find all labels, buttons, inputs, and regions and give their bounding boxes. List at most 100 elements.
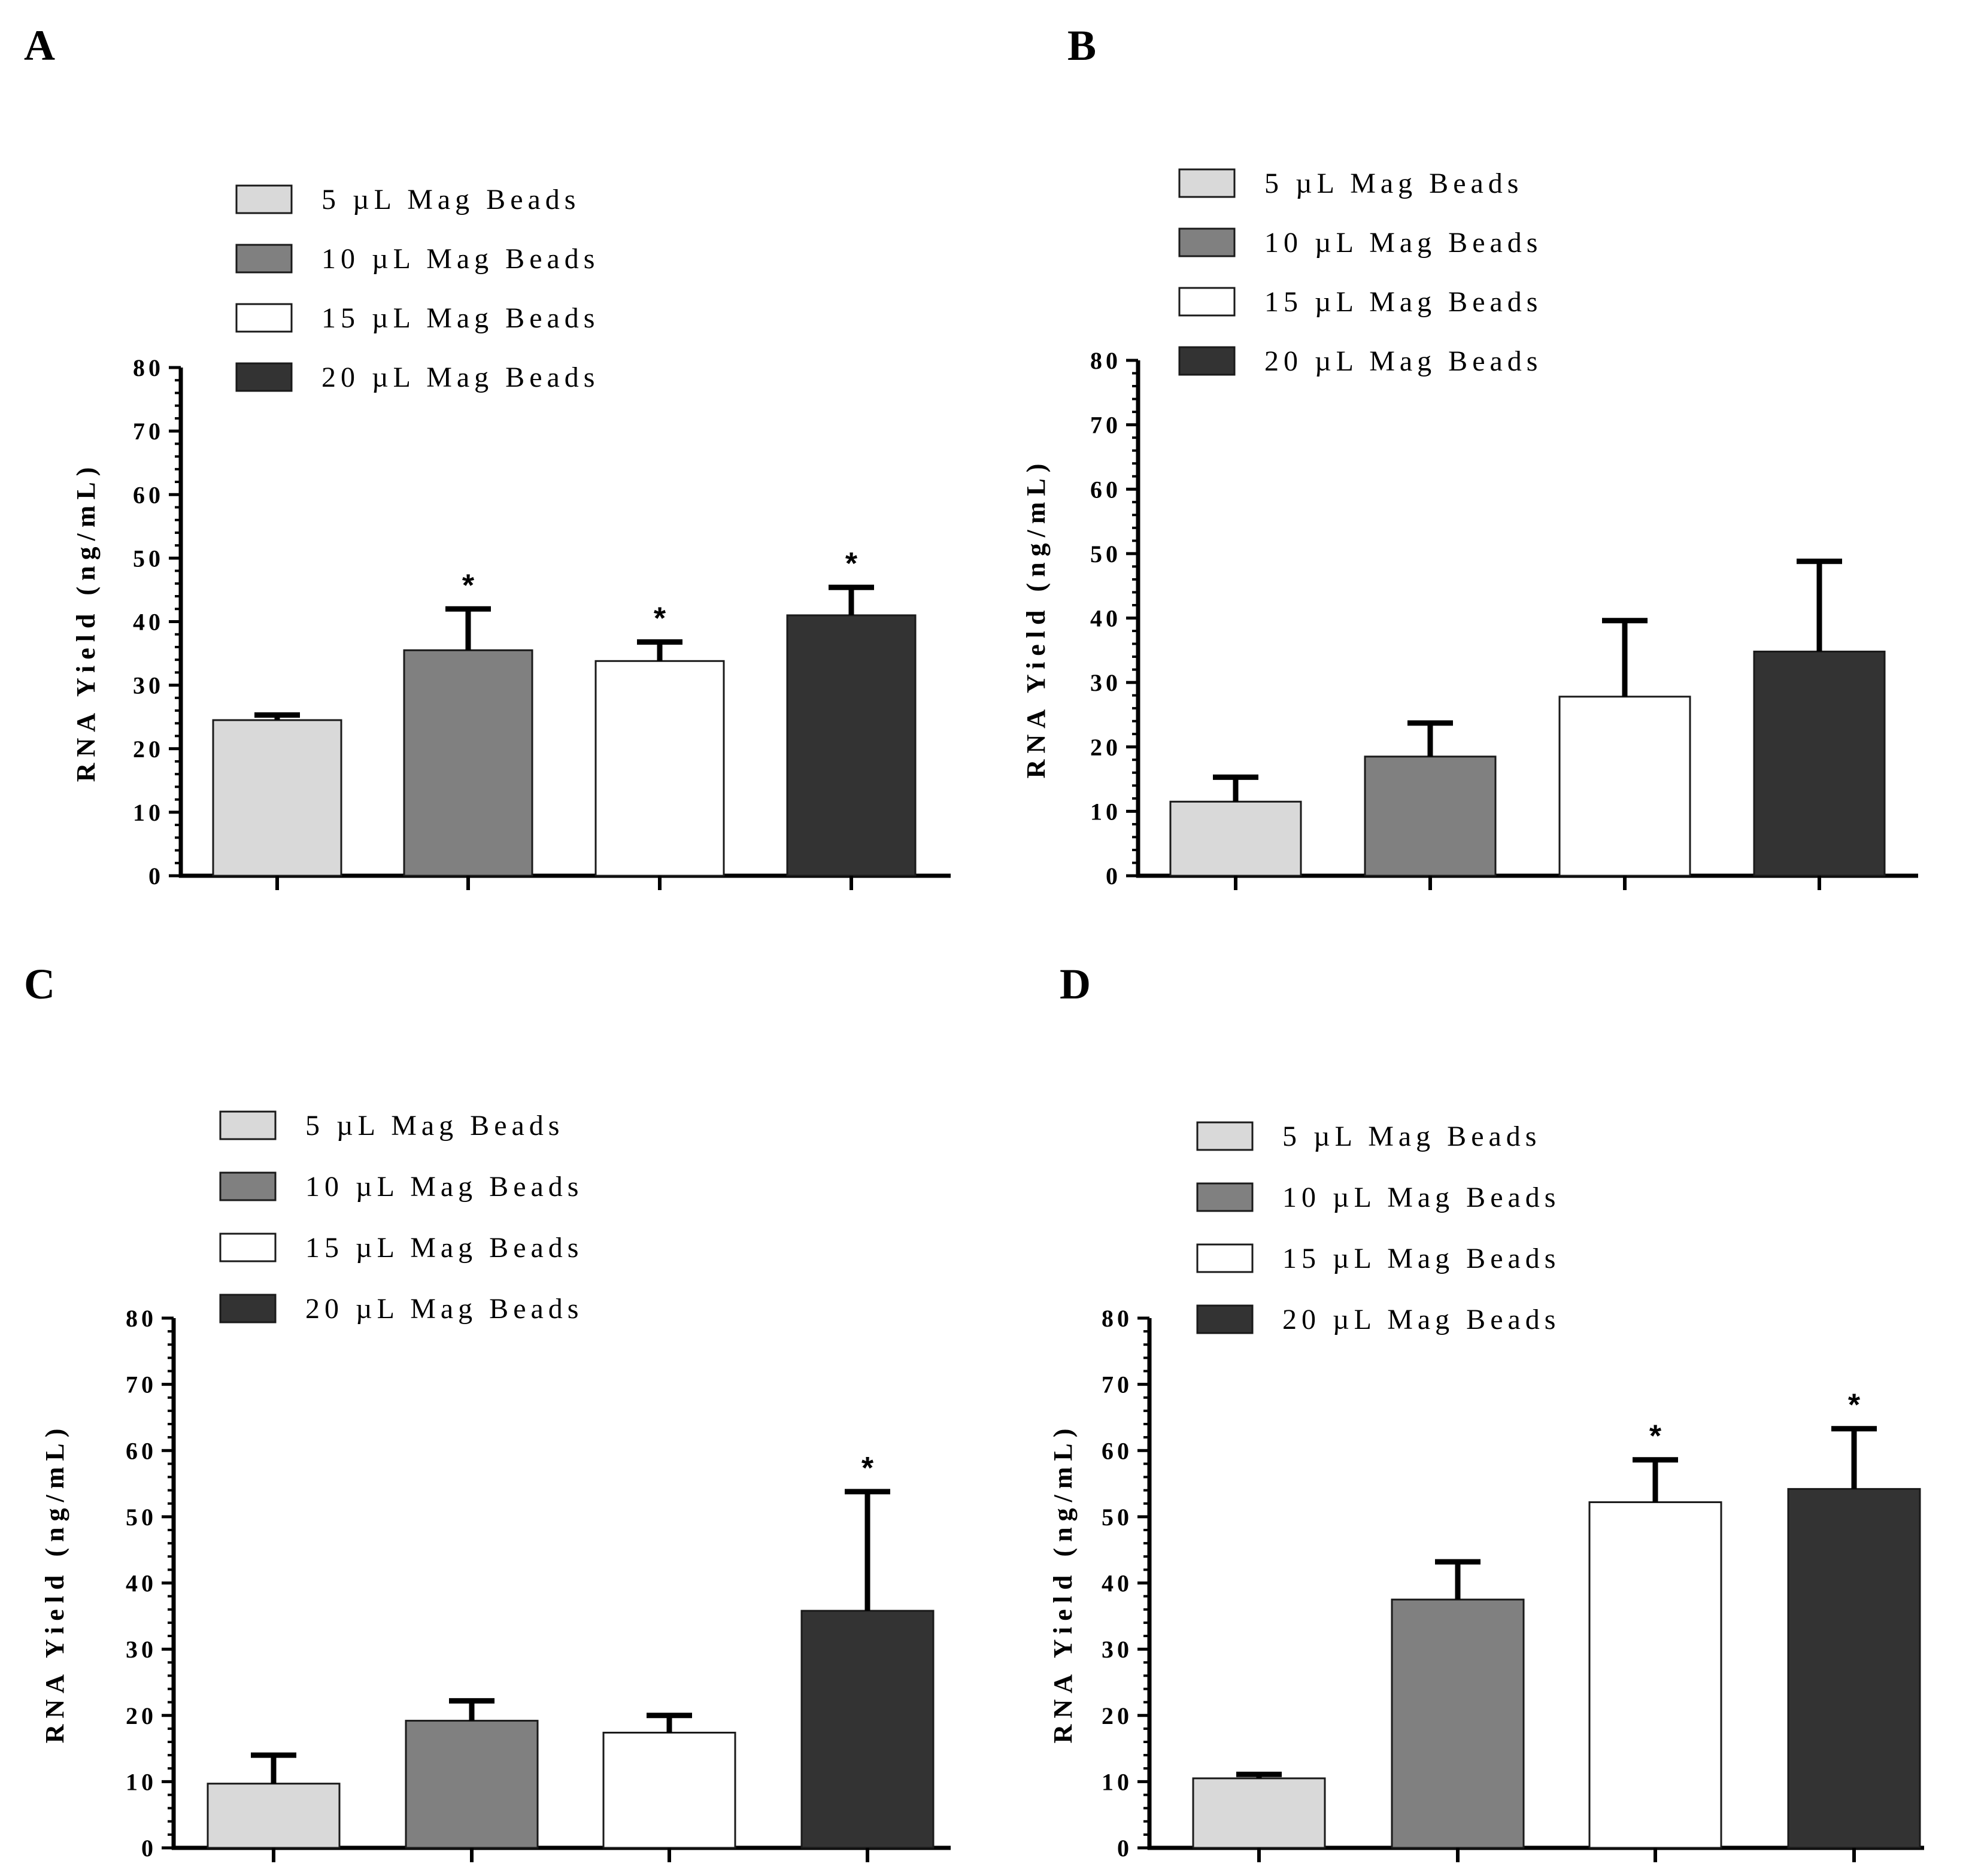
y-tick-label: 50 — [1090, 541, 1121, 567]
y-tick-label: 0 — [1106, 863, 1121, 890]
significance-marker: * — [462, 568, 475, 603]
legend-label: 5 µL Mag Beads — [305, 1110, 564, 1142]
y-tick-label: 50 — [133, 545, 164, 572]
panel-letter: A — [24, 22, 55, 69]
panel-b: B 0 10 20 30 40 50 60 70 80 RNA Yield (ng/mL) 5 µL … — [1021, 22, 1918, 890]
y-tick-label: 80 — [1102, 1305, 1133, 1332]
y-axis-title: RNA Yield (ng/mL) — [40, 1423, 69, 1744]
panel-letter: D — [1060, 960, 1091, 1008]
legend-swatch — [235, 362, 293, 392]
panel-d: D 0 10 20 30 40 50 60 70 80 RNA Yield (ng/mL) * * 5 µ… — [1048, 960, 1924, 1862]
legend-swatch — [1178, 287, 1236, 317]
bar-3 — [602, 1732, 736, 1849]
y-tick-label: 70 — [126, 1371, 157, 1398]
bar-3 — [1588, 1501, 1722, 1849]
legend-label: 15 µL Mag Beads — [305, 1232, 583, 1264]
legend-swatch — [235, 244, 293, 274]
legend-label: 15 µL Mag Beads — [321, 302, 599, 334]
bar-4 — [1753, 650, 1886, 877]
y-tick-label: 60 — [1090, 476, 1121, 503]
legend-label: 10 µL Mag Beads — [305, 1171, 583, 1203]
legend: 5 µL Mag Beads 10 µL Mag Beads 15 µL Mag B… — [235, 184, 599, 393]
panel-a: A 0 10 20 30 40 50 60 70 80 RNA Yield (ng/mL) * * * 5 … — [24, 22, 951, 890]
bar-4 — [786, 614, 917, 877]
legend-label: 5 µL Mag Beads — [321, 184, 580, 215]
legend: 5 µL Mag Beads 10 µL Mag Beads 15 µL Mag B… — [1178, 168, 1542, 377]
legend-swatch — [219, 1110, 277, 1140]
panel-c: C 0 10 20 30 40 50 60 70 80 RNA Yield (ng/mL) * 5 µL… — [24, 960, 951, 1862]
y-tick-label: 0 — [1117, 1835, 1133, 1862]
legend: 5 µL Mag Beads 10 µL Mag Beads 15 µL Mag B… — [1196, 1121, 1560, 1335]
y-axis-title: RNA Yield (ng/mL) — [1021, 458, 1051, 779]
y-tick-label: 80 — [1090, 347, 1121, 374]
bar-1 — [1192, 1777, 1326, 1849]
bar-4 — [1787, 1488, 1921, 1849]
legend-swatch — [1178, 346, 1236, 376]
y-tick-label: 20 — [133, 736, 164, 763]
legend-swatch — [1178, 168, 1236, 198]
bar-1 — [212, 719, 342, 877]
significance-marker: * — [845, 547, 858, 581]
y-tick-label: 30 — [126, 1636, 157, 1663]
bar-2 — [403, 649, 533, 877]
bar-2 — [1391, 1598, 1525, 1849]
legend-swatch — [1196, 1243, 1254, 1273]
legend-swatch — [219, 1233, 277, 1262]
legend-label: 15 µL Mag Beads — [1264, 286, 1542, 318]
y-tick-label: 50 — [126, 1504, 157, 1531]
legend-label: 20 µL Mag Beads — [321, 362, 599, 393]
bar-2 — [1364, 755, 1497, 877]
y-tick-label: 60 — [126, 1437, 157, 1464]
legend-label: 10 µL Mag Beads — [1264, 227, 1542, 259]
legend-label: 5 µL Mag Beads — [1282, 1121, 1541, 1152]
y-tick-label: 30 — [1090, 669, 1121, 696]
y-axis-title: RNA Yield (ng/mL) — [71, 462, 101, 782]
significance-marker: * — [654, 601, 666, 636]
bar-2 — [405, 1720, 539, 1849]
legend-label: 20 µL Mag Beads — [1282, 1304, 1560, 1335]
y-tick-label: 50 — [1102, 1504, 1133, 1531]
significance-marker: * — [861, 1451, 874, 1486]
legend-swatch — [235, 184, 293, 214]
bar-3 — [1558, 696, 1691, 877]
legend-swatch — [1178, 227, 1236, 257]
y-tick-label: 60 — [1102, 1437, 1133, 1464]
y-tick-label: 20 — [1090, 734, 1121, 761]
significance-marker: * — [1649, 1419, 1662, 1454]
y-tick-label: 40 — [1090, 605, 1121, 632]
legend-swatch — [235, 303, 293, 333]
bar-1 — [207, 1783, 341, 1849]
legend-label: 20 µL Mag Beads — [305, 1293, 583, 1325]
y-tick-label: 10 — [1090, 798, 1121, 825]
significance-marker: * — [1848, 1388, 1861, 1423]
y-axis-title: RNA Yield (ng/mL) — [1048, 1423, 1078, 1744]
legend-swatch — [219, 1171, 277, 1201]
y-tick-label: 30 — [133, 672, 164, 699]
y-tick-label: 0 — [141, 1835, 157, 1862]
bar-3 — [594, 660, 725, 877]
y-tick-label: 40 — [126, 1570, 157, 1597]
y-tick-label: 70 — [133, 418, 164, 445]
legend-label: 5 µL Mag Beads — [1264, 168, 1523, 199]
panel-letter: C — [24, 960, 55, 1008]
legend: 5 µL Mag Beads 10 µL Mag Beads 15 µL Mag B… — [219, 1110, 583, 1325]
legend-label: 15 µL Mag Beads — [1282, 1243, 1560, 1274]
legend-swatch — [1196, 1304, 1254, 1334]
bar-4 — [800, 1610, 935, 1849]
y-tick-label: 10 — [126, 1768, 157, 1795]
y-tick-label: 80 — [133, 354, 164, 381]
y-tick-label: 20 — [1102, 1702, 1133, 1729]
y-tick-label: 70 — [1090, 412, 1121, 439]
y-tick-label: 0 — [148, 863, 164, 890]
y-tick-label: 60 — [133, 481, 164, 508]
y-tick-label: 80 — [126, 1305, 157, 1332]
y-tick-label: 40 — [1102, 1570, 1133, 1597]
legend-label: 10 µL Mag Beads — [1282, 1182, 1560, 1213]
legend-swatch — [219, 1294, 277, 1323]
legend-label: 20 µL Mag Beads — [1264, 345, 1542, 377]
bar-1 — [1169, 800, 1302, 877]
y-tick-label: 10 — [1102, 1768, 1133, 1795]
y-tick-label: 70 — [1102, 1371, 1133, 1398]
legend-swatch — [1196, 1121, 1254, 1151]
